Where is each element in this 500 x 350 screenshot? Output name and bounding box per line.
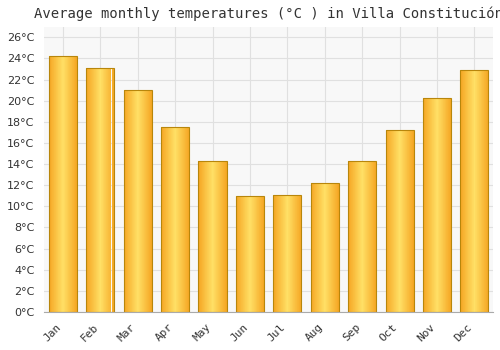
Bar	[348, 161, 376, 312]
Bar	[310, 183, 338, 312]
Bar	[460, 70, 488, 312]
Bar	[124, 90, 152, 312]
Bar	[161, 127, 189, 312]
Title: Average monthly temperatures (°C ) in Villa Constitución: Average monthly temperatures (°C ) in Vi…	[34, 7, 500, 21]
Bar	[236, 196, 264, 312]
Bar	[386, 130, 413, 312]
Bar	[198, 161, 226, 312]
Bar	[274, 195, 301, 312]
Bar	[423, 98, 451, 312]
Bar	[86, 68, 115, 312]
Bar	[49, 56, 77, 312]
